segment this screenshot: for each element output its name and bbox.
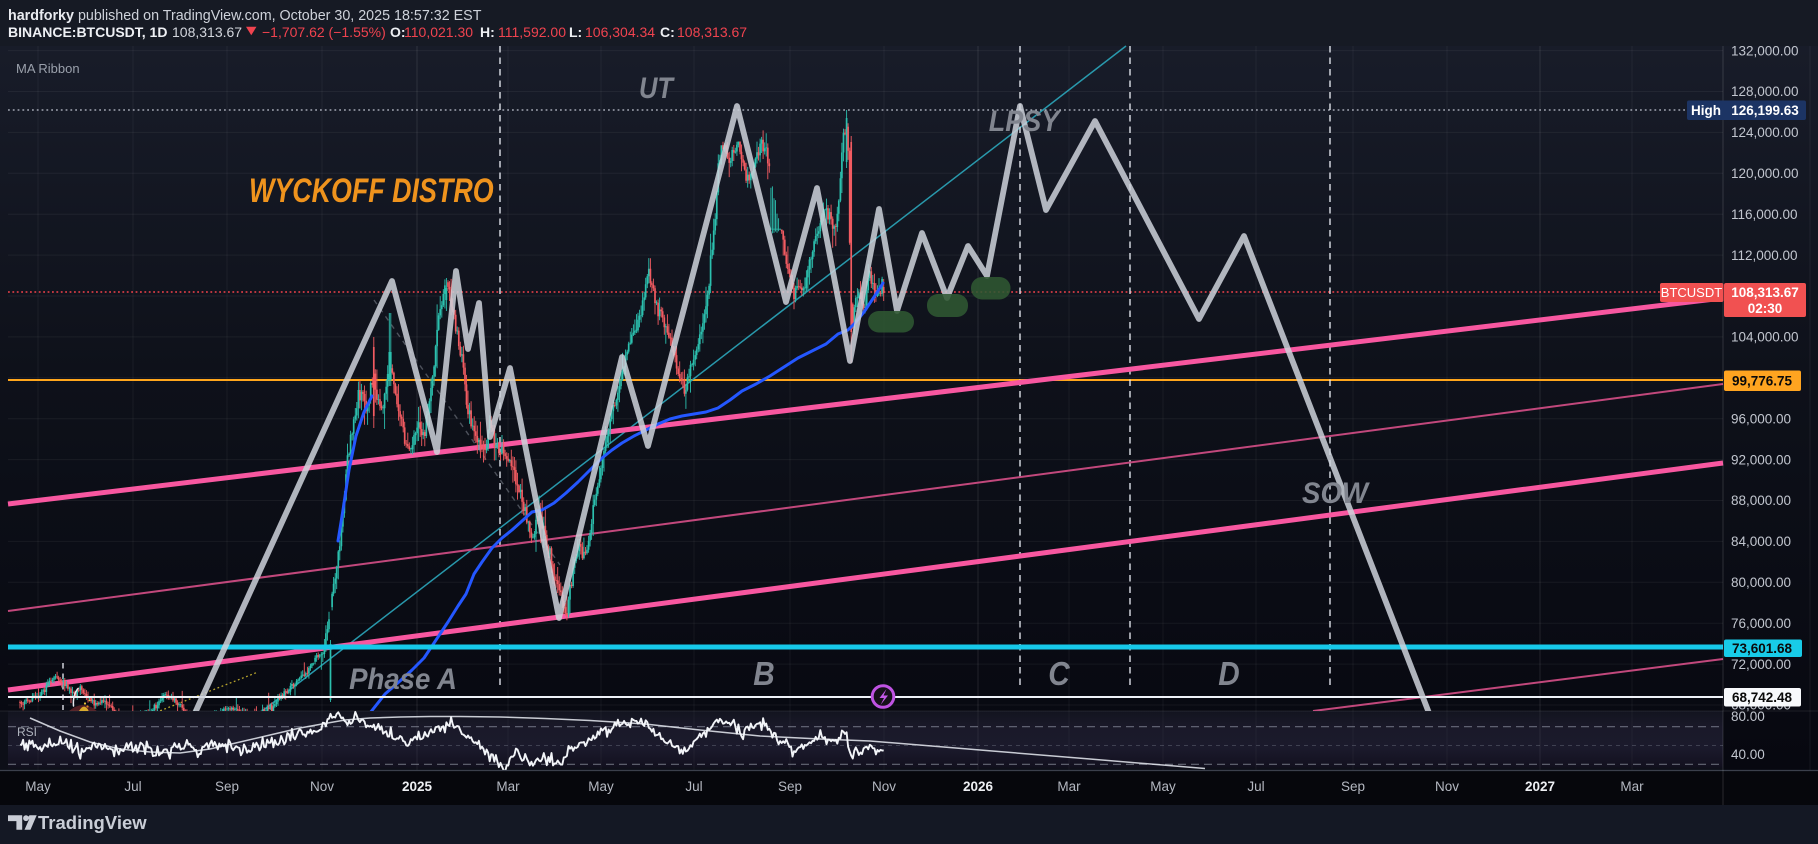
svg-text:Mar: Mar: [1057, 779, 1081, 794]
svg-text:76,000.00: 76,000.00: [1731, 616, 1791, 631]
svg-text:Nov: Nov: [1435, 779, 1459, 794]
svg-text:80.00: 80.00: [1731, 709, 1765, 724]
svg-text:40.00: 40.00: [1731, 747, 1765, 762]
svg-text:92,000.00: 92,000.00: [1731, 452, 1791, 467]
svg-text:May: May: [588, 779, 614, 794]
svg-text:RSI: RSI: [17, 725, 37, 739]
svg-text:68,742.48: 68,742.48: [1732, 690, 1793, 705]
svg-text:High: High: [1691, 103, 1721, 118]
svg-text:D: D: [1218, 656, 1239, 693]
svg-text:SOW: SOW: [1302, 477, 1371, 510]
svg-text:112,000.00: 112,000.00: [1731, 248, 1798, 263]
svg-text:132,000.00: 132,000.00: [1731, 43, 1799, 58]
svg-text:UT: UT: [639, 71, 675, 104]
svg-text:LPSY: LPSY: [989, 105, 1062, 139]
svg-text:Sep: Sep: [215, 779, 239, 794]
svg-text:120,000.00: 120,000.00: [1731, 166, 1799, 181]
svg-text:May: May: [1150, 779, 1176, 794]
svg-text:126,199.63: 126,199.63: [1731, 103, 1799, 118]
svg-text:B: B: [753, 656, 774, 693]
svg-text:BTCUSDT: BTCUSDT: [1661, 285, 1722, 300]
svg-text:73,601.68: 73,601.68: [1732, 641, 1793, 656]
svg-text:124,000.00: 124,000.00: [1731, 125, 1799, 140]
svg-text:108,313.67: 108,313.67: [1731, 285, 1799, 300]
svg-text:99,776.75: 99,776.75: [1732, 374, 1793, 389]
svg-text:Mar: Mar: [1620, 779, 1644, 794]
svg-text:88,000.00: 88,000.00: [1731, 493, 1791, 508]
svg-text:84,000.00: 84,000.00: [1731, 534, 1791, 549]
svg-text:Phase A: Phase A: [349, 663, 457, 696]
svg-text:2026: 2026: [963, 779, 994, 794]
svg-text:Sep: Sep: [1341, 779, 1365, 794]
svg-text:C: C: [1048, 656, 1071, 693]
svg-text:104,000.00: 104,000.00: [1731, 330, 1799, 345]
svg-text:May: May: [25, 779, 51, 794]
svg-text:80,000.00: 80,000.00: [1731, 575, 1791, 590]
svg-text:Nov: Nov: [872, 779, 896, 794]
svg-text:Jul: Jul: [1247, 779, 1264, 794]
svg-text:72,000.00: 72,000.00: [1731, 657, 1791, 672]
svg-text:128,000.00: 128,000.00: [1731, 84, 1799, 99]
svg-text:2025: 2025: [402, 779, 433, 794]
svg-text:Mar: Mar: [496, 779, 520, 794]
svg-text:02:30: 02:30: [1748, 301, 1783, 316]
svg-text:TradingView: TradingView: [38, 812, 147, 833]
svg-text:Nov: Nov: [310, 779, 334, 794]
svg-text:MA Ribbon: MA Ribbon: [16, 61, 80, 76]
svg-text:Jul: Jul: [124, 779, 141, 794]
svg-text:116,000.00: 116,000.00: [1731, 207, 1798, 222]
svg-text:2027: 2027: [1525, 779, 1555, 794]
svg-text:96,000.00: 96,000.00: [1731, 411, 1791, 426]
svg-text:Jul: Jul: [685, 779, 702, 794]
svg-text:Sep: Sep: [778, 779, 802, 794]
svg-text:WYCKOFF DISTRO: WYCKOFF DISTRO: [249, 172, 494, 210]
